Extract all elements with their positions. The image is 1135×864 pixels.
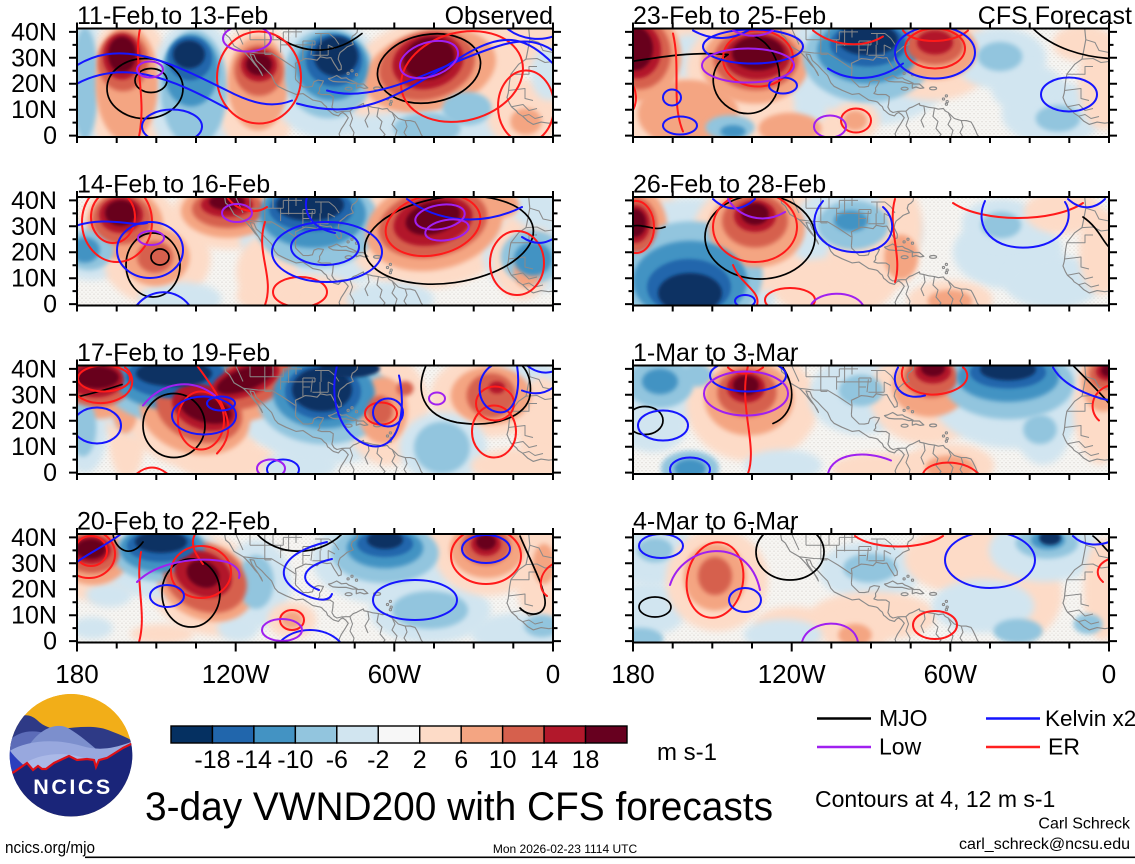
svg-text:40N: 40N	[11, 18, 57, 46]
svg-text:Mon 2026-02-23 1114 UTC: Mon 2026-02-23 1114 UTC	[493, 842, 638, 856]
svg-text:1-Mar to 3-Mar: 1-Mar to 3-Mar	[633, 339, 798, 367]
svg-text:40N: 40N	[11, 187, 57, 215]
svg-text:60W: 60W	[368, 659, 422, 689]
svg-text:Observed: Observed	[445, 2, 553, 30]
svg-text:20N: 20N	[11, 239, 57, 267]
svg-text:120W: 120W	[202, 659, 270, 689]
svg-text:-18: -18	[194, 746, 230, 774]
svg-text:40N: 40N	[11, 355, 57, 383]
svg-text:10N: 10N	[11, 96, 57, 124]
svg-text:ER: ER	[1048, 734, 1080, 760]
svg-text:0: 0	[43, 122, 57, 150]
svg-text:10N: 10N	[11, 433, 57, 461]
svg-text:23-Feb to 25-Feb: 23-Feb to 25-Feb	[633, 2, 826, 30]
svg-text:10: 10	[489, 746, 517, 774]
svg-text:NCICS: NCICS	[33, 775, 112, 799]
svg-text:0: 0	[43, 291, 57, 319]
svg-text:10N: 10N	[11, 602, 57, 630]
svg-text:20N: 20N	[11, 70, 57, 98]
svg-text:0: 0	[43, 459, 57, 487]
svg-text:17-Feb to 19-Feb: 17-Feb to 19-Feb	[77, 339, 270, 367]
svg-text:20-Feb to 22-Feb: 20-Feb to 22-Feb	[77, 508, 270, 536]
svg-text:0: 0	[43, 628, 57, 656]
svg-text:6: 6	[454, 746, 468, 774]
svg-text:0: 0	[1102, 659, 1116, 689]
svg-text:26-Feb to 28-Feb: 26-Feb to 28-Feb	[633, 171, 826, 199]
svg-text:60W: 60W	[924, 659, 978, 689]
svg-text:120W: 120W	[758, 659, 826, 689]
svg-text:CFS Forecast: CFS Forecast	[978, 2, 1132, 30]
svg-text:4-Mar to 6-Mar: 4-Mar to 6-Mar	[633, 508, 798, 536]
svg-text:14: 14	[530, 746, 558, 774]
svg-text:MJO: MJO	[879, 705, 928, 731]
svg-text:30N: 30N	[11, 213, 57, 241]
svg-text:Low: Low	[879, 734, 922, 760]
svg-text:-10: -10	[277, 746, 313, 774]
svg-text:2: 2	[413, 746, 427, 774]
svg-text:-6: -6	[326, 746, 348, 774]
svg-text:Kelvin x2: Kelvin x2	[1045, 706, 1135, 731]
svg-text:ncics.org/mjo: ncics.org/mjo	[5, 838, 95, 857]
svg-text:20N: 20N	[11, 407, 57, 435]
svg-text:carl_schreck@ncsu.edu: carl_schreck@ncsu.edu	[959, 836, 1130, 853]
svg-text:180: 180	[55, 659, 98, 689]
svg-text:-14: -14	[236, 746, 272, 774]
svg-text:m s-1: m s-1	[657, 739, 717, 766]
svg-text:11-Feb to 13-Feb: 11-Feb to 13-Feb	[77, 2, 268, 30]
svg-text:14-Feb to 16-Feb: 14-Feb to 16-Feb	[77, 171, 270, 199]
svg-text:18: 18	[572, 746, 600, 774]
svg-text:30N: 30N	[11, 44, 57, 72]
svg-text:3-day VWND200 with CFS forecas: 3-day VWND200 with CFS forecasts	[145, 785, 773, 829]
svg-text:-2: -2	[367, 746, 389, 774]
svg-text:Contours at 4, 12 m s-1: Contours at 4, 12 m s-1	[815, 786, 1055, 812]
svg-text:Carl Schreck: Carl Schreck	[1038, 816, 1131, 833]
svg-text:0: 0	[546, 659, 560, 689]
svg-text:180: 180	[611, 659, 654, 689]
svg-text:30N: 30N	[11, 550, 57, 578]
svg-text:20N: 20N	[11, 576, 57, 604]
svg-text:40N: 40N	[11, 524, 57, 552]
svg-text:30N: 30N	[11, 381, 57, 409]
svg-text:10N: 10N	[11, 265, 57, 293]
